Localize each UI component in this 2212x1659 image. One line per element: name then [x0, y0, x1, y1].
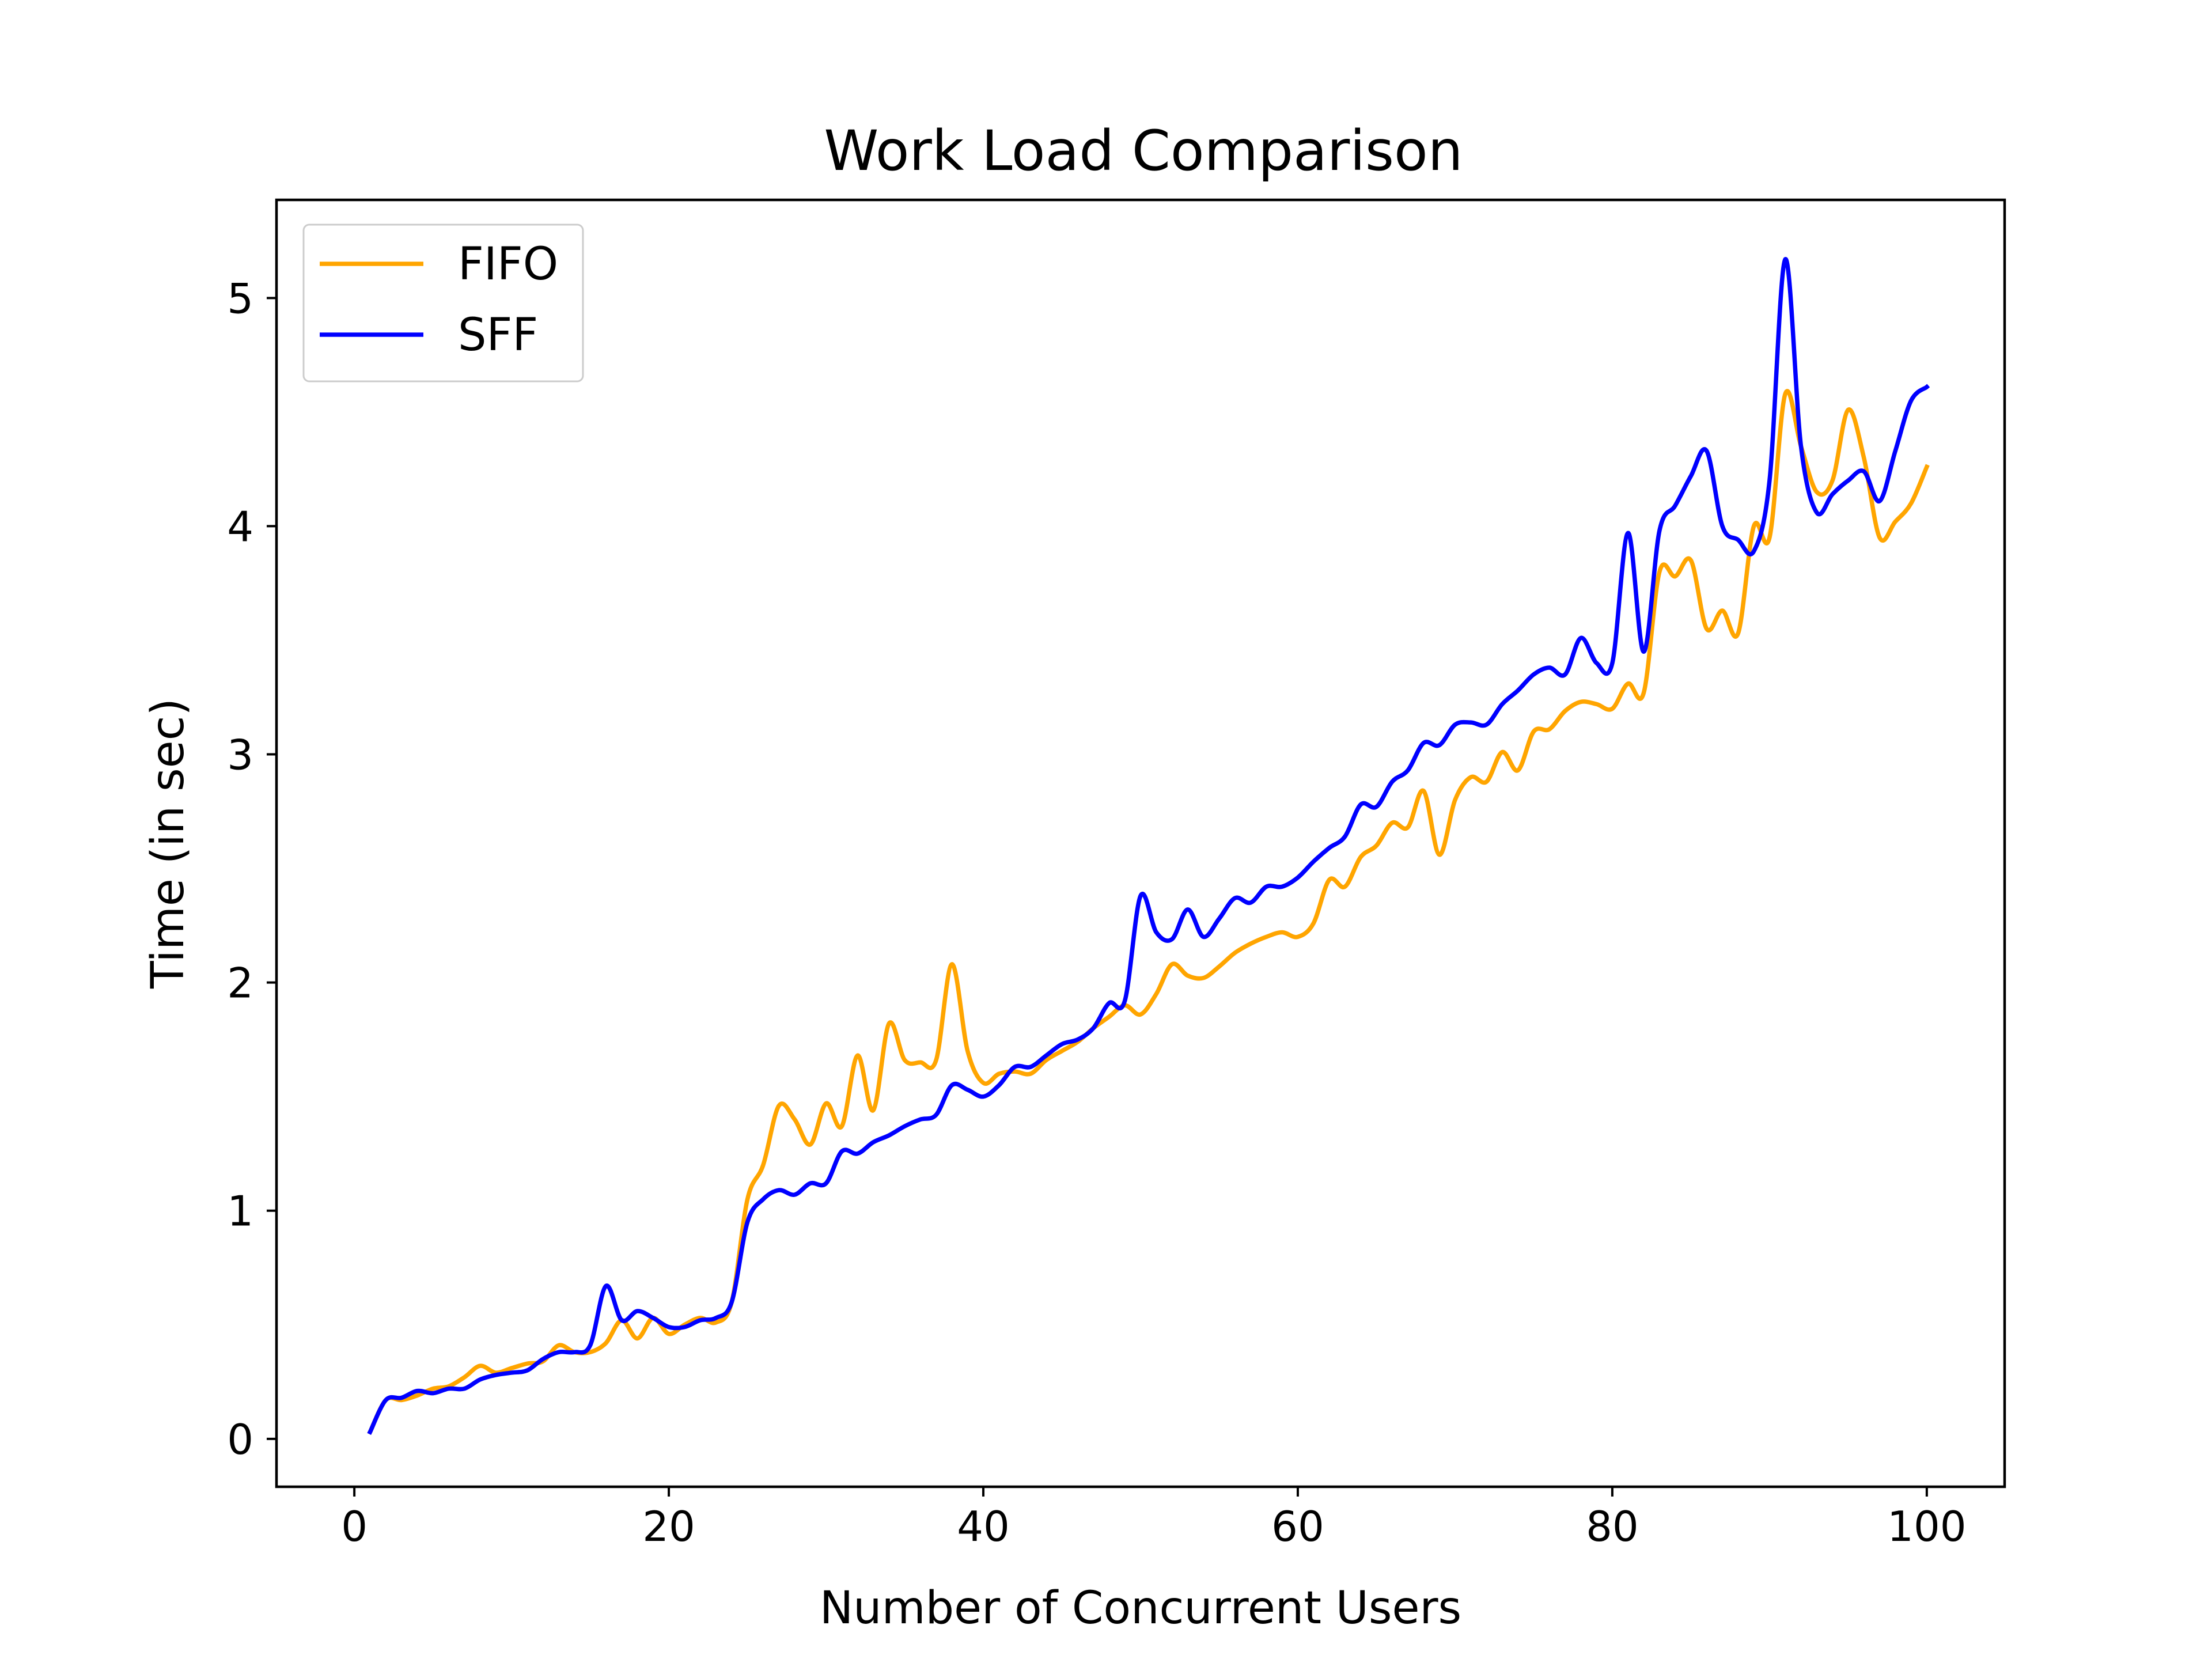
y-tick-label: 4	[227, 502, 253, 551]
y-axis: 0 1 2 3 4 5	[227, 274, 276, 1464]
y-tick-label: 5	[227, 274, 253, 323]
x-axis-label: Number of Concurrent Users	[820, 1582, 1461, 1634]
x-tick-label: 100	[1887, 1502, 1966, 1551]
x-tick-label: 40	[957, 1502, 1010, 1551]
y-axis-label: Time (in sec)	[142, 698, 194, 989]
y-tick-label: 3	[227, 731, 253, 779]
series-layer	[367, 257, 1930, 1435]
x-tick-label: 80	[1586, 1502, 1639, 1551]
legend-label-fifo: FIFO	[458, 238, 558, 290]
x-tick-label: 20	[642, 1502, 695, 1551]
y-tick-label: 2	[227, 959, 253, 1007]
legend-label-sff: SFF	[458, 309, 538, 361]
x-tick-label: 60	[1271, 1502, 1324, 1551]
legend: FIFO SFF	[302, 224, 584, 382]
x-axis: 0 20 40 60 80 100	[341, 1487, 1967, 1551]
y-tick-label: 1	[227, 1187, 253, 1236]
chart-title: Work Load Comparison	[824, 119, 1463, 183]
x-tick-label: 0	[341, 1502, 368, 1551]
plot-frame	[275, 198, 2006, 1488]
series-line-sff	[367, 257, 1930, 1435]
y-tick-label: 0	[227, 1415, 253, 1464]
